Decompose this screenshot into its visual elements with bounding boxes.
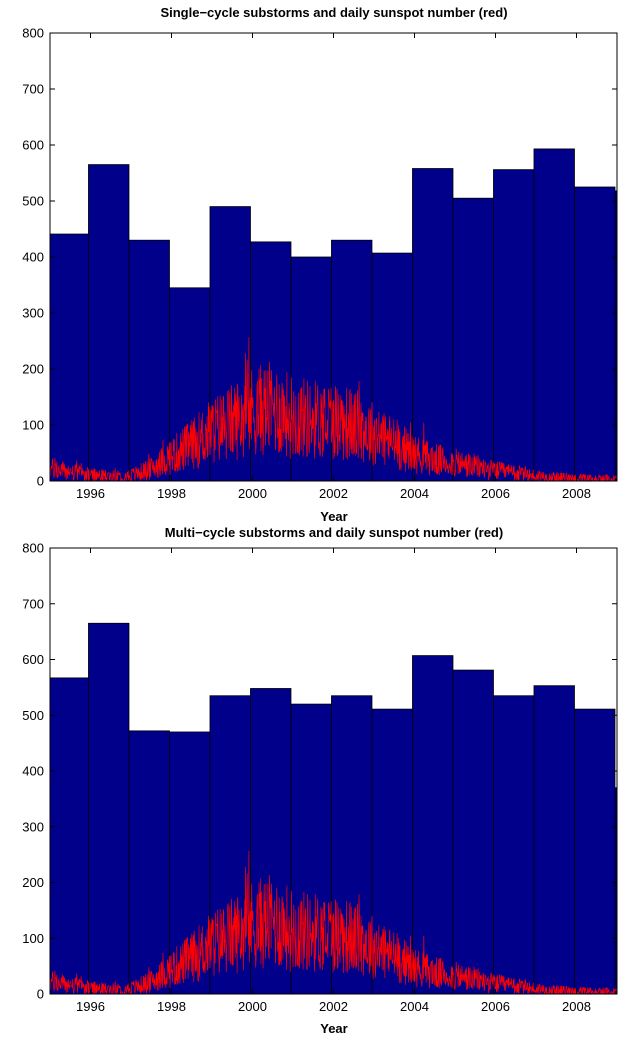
x-tick-label: 2000 [238, 999, 267, 1014]
y-tick-label: 700 [22, 596, 44, 611]
y-tick-label: 700 [22, 82, 44, 97]
y-tick-label: 600 [22, 652, 44, 667]
sunspot-number-line [49, 850, 618, 996]
histogram-bar [88, 164, 130, 482]
histogram-bar [574, 186, 616, 482]
histogram-bar [574, 708, 616, 995]
y-tick-label: 400 [22, 250, 44, 265]
histogram-bar [128, 730, 170, 995]
histogram-bar [533, 148, 575, 482]
y-tick-label: 800 [22, 541, 44, 556]
y-tick-label: 600 [22, 138, 44, 153]
y-tick-label: 0 [37, 987, 44, 1002]
y-tick-label: 300 [22, 819, 44, 834]
x-tick-label: 2004 [400, 486, 429, 501]
histogram-bar [452, 197, 494, 482]
x-tick-label: 1996 [76, 486, 105, 501]
histogram-bar [412, 168, 454, 482]
sunspot-number-line [49, 337, 618, 483]
x-tick-label: 1996 [76, 999, 105, 1014]
y-tick-label: 500 [22, 708, 44, 723]
x-tick-label: 2006 [481, 999, 510, 1014]
x-tick-label: 2008 [562, 999, 591, 1014]
histogram-bar [452, 669, 494, 995]
y-tick-label: 200 [22, 362, 44, 377]
chart-panel-multi-cycle: 0 100 200 300 400 500 600 700 800 1996 1998 2000 200… [22, 525, 618, 1036]
histogram-bar [493, 695, 535, 995]
chart-title: Multi−cycle substorms and daily sunspot … [165, 525, 503, 540]
y-tick-label: 400 [22, 764, 44, 779]
y-tick-label: 100 [22, 418, 44, 433]
x-tick-label: 1998 [157, 999, 186, 1014]
histogram-bar [533, 685, 575, 995]
x-tick-label: 1998 [157, 486, 186, 501]
x-tick-label: 2004 [400, 999, 429, 1014]
histogram-bar [250, 241, 292, 482]
x-tick-label: 2008 [562, 486, 591, 501]
histogram-bar [412, 655, 454, 995]
x-tick-label: 2000 [238, 486, 267, 501]
histogram-bar [49, 677, 89, 995]
y-tick-label: 300 [22, 306, 44, 321]
x-axis-label: Year [320, 1021, 347, 1036]
histogram-bar [49, 233, 89, 482]
x-tick-label: 2006 [481, 486, 510, 501]
histogram-bar [493, 169, 535, 482]
y-tick-label: 800 [22, 26, 44, 41]
x-tick-label: 2002 [319, 999, 348, 1014]
y-tick-label: 100 [22, 931, 44, 946]
x-axis-label: Year [320, 509, 347, 524]
histogram-bar [88, 622, 130, 995]
chart-panel-single-cycle: 0 100 200 300 400 500 600 700 800 1996 1998 2000 200… [22, 5, 618, 524]
y-tick-label: 500 [22, 194, 44, 209]
y-tick-label: 200 [22, 875, 44, 890]
y-tick-label: 0 [37, 474, 44, 489]
chart-title: Single−cycle substorms and daily sunspot… [160, 5, 507, 20]
x-tick-label: 2002 [319, 486, 348, 501]
